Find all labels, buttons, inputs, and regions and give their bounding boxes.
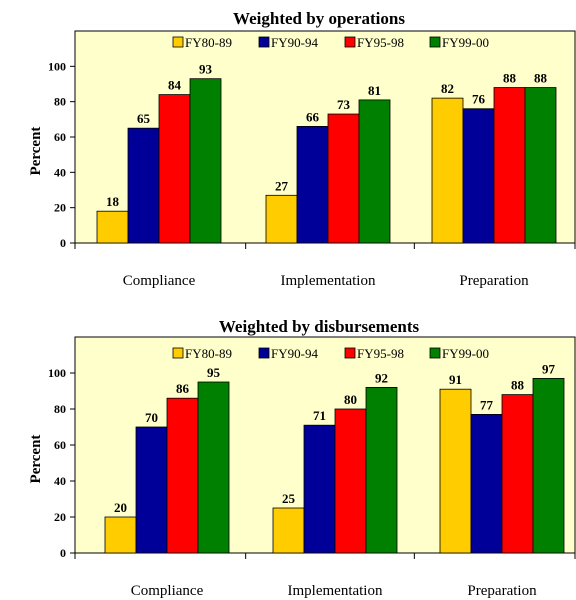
data-label: 80 — [344, 392, 357, 407]
legend-entry: FY99-00 — [442, 35, 489, 50]
y-axis-label: Percent — [28, 127, 44, 176]
bar-fy99-00-preparation — [532, 377, 565, 554]
y-tick-label: 60 — [54, 130, 66, 144]
x-tick-label: Implementation — [288, 583, 383, 599]
x-tick-label: Implementation — [281, 273, 376, 289]
legend-swatch — [172, 347, 184, 359]
data-label: 77 — [480, 397, 494, 412]
bar-fy99-00-implementation — [358, 99, 391, 244]
bar-fy95-98-compliance — [166, 397, 199, 554]
y-tick-label: 80 — [54, 95, 66, 109]
chart-title: Weighted by operations — [233, 9, 405, 28]
bar-fy90-94-implementation — [303, 424, 336, 554]
bar-fy90-94-preparation — [462, 108, 495, 244]
data-label: 73 — [337, 97, 351, 112]
data-label: 66 — [306, 109, 320, 124]
bar-fy90-94-implementation — [296, 126, 329, 244]
bar-fy90-94-compliance — [135, 426, 168, 554]
bar-fy95-98-preparation — [501, 394, 534, 554]
bar-fy99-00-preparation — [524, 87, 557, 244]
y-tick-label: 100 — [48, 59, 66, 73]
data-label: 88 — [534, 71, 548, 86]
data-label: 65 — [137, 111, 151, 126]
data-label: 95 — [207, 365, 221, 380]
data-label: 20 — [114, 500, 127, 515]
bar-fy95-98-preparation — [493, 87, 526, 244]
y-tick-label: 60 — [54, 438, 66, 452]
bar-fy80-89-implementation — [272, 507, 305, 554]
data-label: 84 — [168, 78, 182, 93]
data-label: 71 — [313, 408, 326, 423]
bar-fy80-89-implementation — [265, 194, 298, 244]
x-tick-label: Compliance — [131, 583, 204, 599]
y-tick-label: 0 — [60, 546, 66, 560]
y-tick-label: 40 — [54, 474, 66, 488]
y-tick-label: 100 — [48, 366, 66, 380]
legend-entry: FY90-94 — [271, 35, 318, 50]
data-label: 92 — [375, 370, 388, 385]
data-label: 25 — [282, 491, 296, 506]
data-label: 27 — [275, 178, 289, 193]
legend-entry: FY95-98 — [357, 35, 404, 50]
bar-fy80-89-compliance — [96, 210, 129, 244]
legend-swatch — [344, 36, 356, 48]
data-label: 81 — [368, 83, 381, 98]
chart-title: Weighted by disbursements — [219, 317, 420, 336]
legend-swatch — [344, 347, 356, 359]
bar-fy95-98-compliance — [158, 94, 191, 244]
bar-fy80-89-compliance — [104, 516, 137, 554]
bar-fy99-00-implementation — [365, 386, 398, 554]
bar-fy95-98-implementation — [334, 408, 367, 554]
bar-fy80-89-preparation — [439, 388, 472, 554]
y-tick-label: 20 — [54, 201, 66, 215]
data-label: 88 — [503, 71, 517, 86]
data-label: 86 — [176, 381, 190, 396]
data-label: 70 — [145, 410, 158, 425]
data-label: 93 — [199, 62, 213, 77]
bar-fy90-94-preparation — [470, 413, 503, 554]
data-label: 82 — [441, 81, 454, 96]
legend-entry: FY80-89 — [185, 35, 232, 50]
legend-swatch — [172, 36, 184, 48]
bar-fy90-94-compliance — [127, 127, 160, 244]
bar-fy80-89-preparation — [431, 97, 464, 244]
data-label: 91 — [449, 372, 462, 387]
legend-entry: FY80-89 — [185, 346, 232, 361]
x-tick-label: Preparation — [467, 583, 537, 599]
y-tick-label: 80 — [54, 402, 66, 416]
data-label: 18 — [106, 194, 120, 209]
legend-swatch — [258, 36, 270, 48]
bar-fy95-98-implementation — [327, 113, 360, 244]
legend: FY80-89 FY90-94 FY95-98 FY99-00 — [172, 35, 489, 50]
y-tick-label: 20 — [54, 510, 66, 524]
x-tick-label: Compliance — [123, 273, 196, 289]
x-tick-label: Preparation — [459, 273, 529, 289]
legend-swatch — [429, 36, 441, 48]
bar-fy99-00-compliance — [189, 78, 222, 244]
data-label: 97 — [542, 361, 556, 376]
legend: FY80-89 FY90-94 FY95-98 FY99-00 — [172, 346, 489, 361]
data-label: 76 — [472, 92, 486, 107]
legend-entry: FY99-00 — [442, 346, 489, 361]
legend-entry: FY90-94 — [271, 346, 318, 361]
y-tick-label: 0 — [60, 236, 66, 250]
bar-fy99-00-compliance — [197, 381, 230, 554]
chart-1: Weighted by operations Percent 0 20 40 60 80 10… — [28, 9, 576, 289]
legend-swatch — [258, 347, 270, 359]
y-tick-label: 40 — [54, 165, 66, 179]
legend-entry: FY95-98 — [357, 346, 404, 361]
data-label: 88 — [511, 378, 525, 393]
y-axis-label: Percent — [28, 435, 44, 484]
chart-2: Weighted by disbursements Percent 0 20 40 60 8… — [28, 317, 576, 599]
legend-swatch — [429, 347, 441, 359]
